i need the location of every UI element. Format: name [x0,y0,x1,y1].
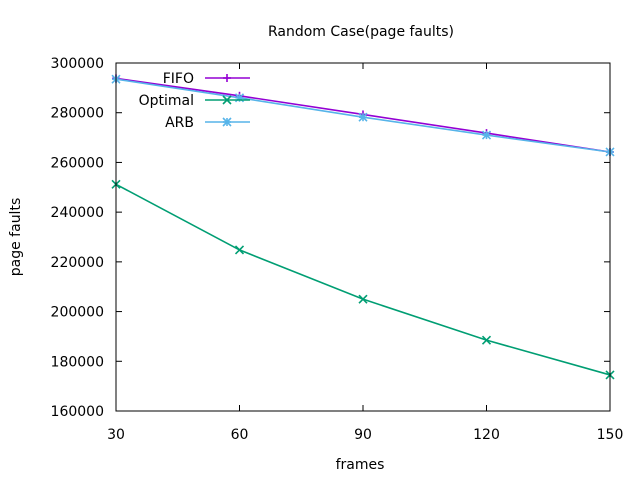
y-tick-label: 160000 [51,404,104,420]
y-tick-label: 240000 [51,205,104,221]
axis-ticks: 160000 180000 200000 220000 240000 260000 2800… [51,56,624,443]
legend-marker-fifo [223,74,231,82]
y-tick-label: 180000 [51,354,104,370]
legend-label-arb: ARB [165,115,194,131]
series-line-optimal [115,183,611,376]
x-axis-label: frames [336,457,385,473]
x-tick-label: 150 [597,427,624,443]
plot-frame [115,62,611,412]
legend-marker-arb [222,117,232,127]
data-point-arb [481,130,492,140]
x-tick-label: 90 [354,427,372,443]
data-point-optimal [481,335,492,345]
y-tick-label: 200000 [51,305,104,321]
y-tick-label: 300000 [51,56,104,72]
x-tick-label: 120 [473,427,500,443]
x-tick-label: 30 [107,427,125,443]
series-lines [111,74,615,380]
legend-marker-optimal [222,95,232,105]
data-point-optimal [358,294,368,304]
chart-title: Random Case(page faults) [268,24,454,40]
legend: FIFO Optimal ARB [139,71,250,131]
legend-label-optimal: Optimal [139,93,194,109]
y-tick-label: 260000 [51,155,104,171]
y-axis-label: page faults [8,198,24,276]
x-tick-label: 60 [231,427,249,443]
data-point-arb [358,112,368,122]
legend-label-fifo: FIFO [163,71,194,87]
y-tick-label: 220000 [51,255,104,271]
data-point-optimal [234,245,245,255]
y-tick-label: 280000 [51,106,104,122]
